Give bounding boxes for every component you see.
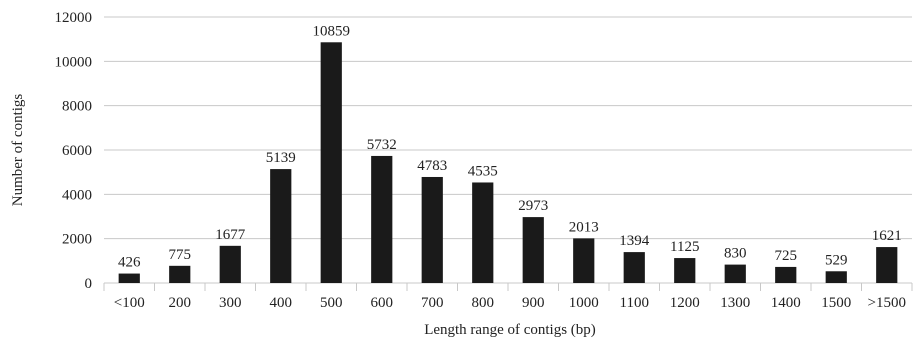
data-labels: 426 775 1677 5139 10859 5732 4783 4535 2973 2013 1… [118, 23, 902, 270]
y-tick-label: 4000 [62, 187, 92, 203]
bar [421, 176, 443, 283]
data-label: 725 [775, 248, 798, 264]
y-tick-label: 0 [85, 276, 93, 292]
bar [219, 245, 241, 283]
x-tick-label: 600 [371, 295, 394, 311]
bar [169, 265, 191, 283]
y-tick-label: 2000 [62, 232, 92, 248]
y-tick-label: 12000 [55, 10, 93, 26]
data-label: 775 [169, 247, 192, 263]
x-tick-label: 500 [320, 295, 343, 311]
data-label: 830 [724, 246, 747, 262]
bar [674, 258, 696, 283]
bar [472, 182, 494, 283]
data-label: 1621 [872, 228, 902, 244]
data-label: 4783 [417, 158, 447, 174]
data-label: 1125 [670, 239, 699, 255]
x-tick-label: 900 [522, 295, 545, 311]
x-tick-label: 700 [421, 295, 444, 311]
bar [623, 252, 645, 283]
bar [573, 238, 595, 283]
bar [118, 273, 140, 283]
data-label: 529 [825, 252, 848, 268]
y-tick-label: 6000 [62, 143, 92, 159]
grid-lines [103, 16, 913, 291]
bar [320, 42, 342, 283]
data-label: 1677 [215, 227, 246, 243]
bar [522, 217, 544, 283]
x-tick-label: 1200 [670, 295, 700, 311]
data-label: 4535 [468, 163, 498, 179]
y-tick-labels: 0 2000 4000 6000 8000 10000 12000 [55, 10, 93, 292]
x-tick-label: 1300 [720, 295, 750, 311]
bar [825, 271, 847, 283]
bar [371, 155, 393, 283]
x-tick-label: 200 [169, 295, 192, 311]
y-tick-label: 10000 [55, 54, 93, 70]
data-label: 1394 [619, 233, 650, 249]
bar [876, 247, 898, 283]
data-label: 2013 [569, 219, 599, 235]
bar [270, 169, 292, 283]
x-tick-label: 800 [472, 295, 495, 311]
x-axis-title: Length range of contigs (bp) [424, 322, 596, 338]
x-tick-label: 400 [270, 295, 293, 311]
y-axis-title: Number of contigs [10, 94, 26, 207]
bar [724, 264, 746, 283]
x-tick-label: 1100 [620, 295, 649, 311]
data-label: 5139 [266, 150, 296, 166]
y-tick-label: 8000 [62, 99, 92, 115]
data-label: 426 [118, 255, 141, 271]
bars [118, 42, 898, 283]
x-tick-label: 1400 [771, 295, 801, 311]
x-tick-labels: <100 200 300 400 500 600 700 800 900 1000 1100 1200… [114, 295, 906, 311]
x-tick-label: <100 [114, 295, 145, 311]
x-tick-label: >1500 [868, 295, 906, 311]
data-label: 10859 [313, 23, 351, 39]
x-tick-label: 300 [219, 295, 242, 311]
bar [775, 266, 797, 283]
x-tick-label: 1500 [821, 295, 851, 311]
data-label: 2973 [518, 198, 548, 214]
x-tick-label: 1000 [569, 295, 599, 311]
data-label: 5732 [367, 137, 397, 153]
